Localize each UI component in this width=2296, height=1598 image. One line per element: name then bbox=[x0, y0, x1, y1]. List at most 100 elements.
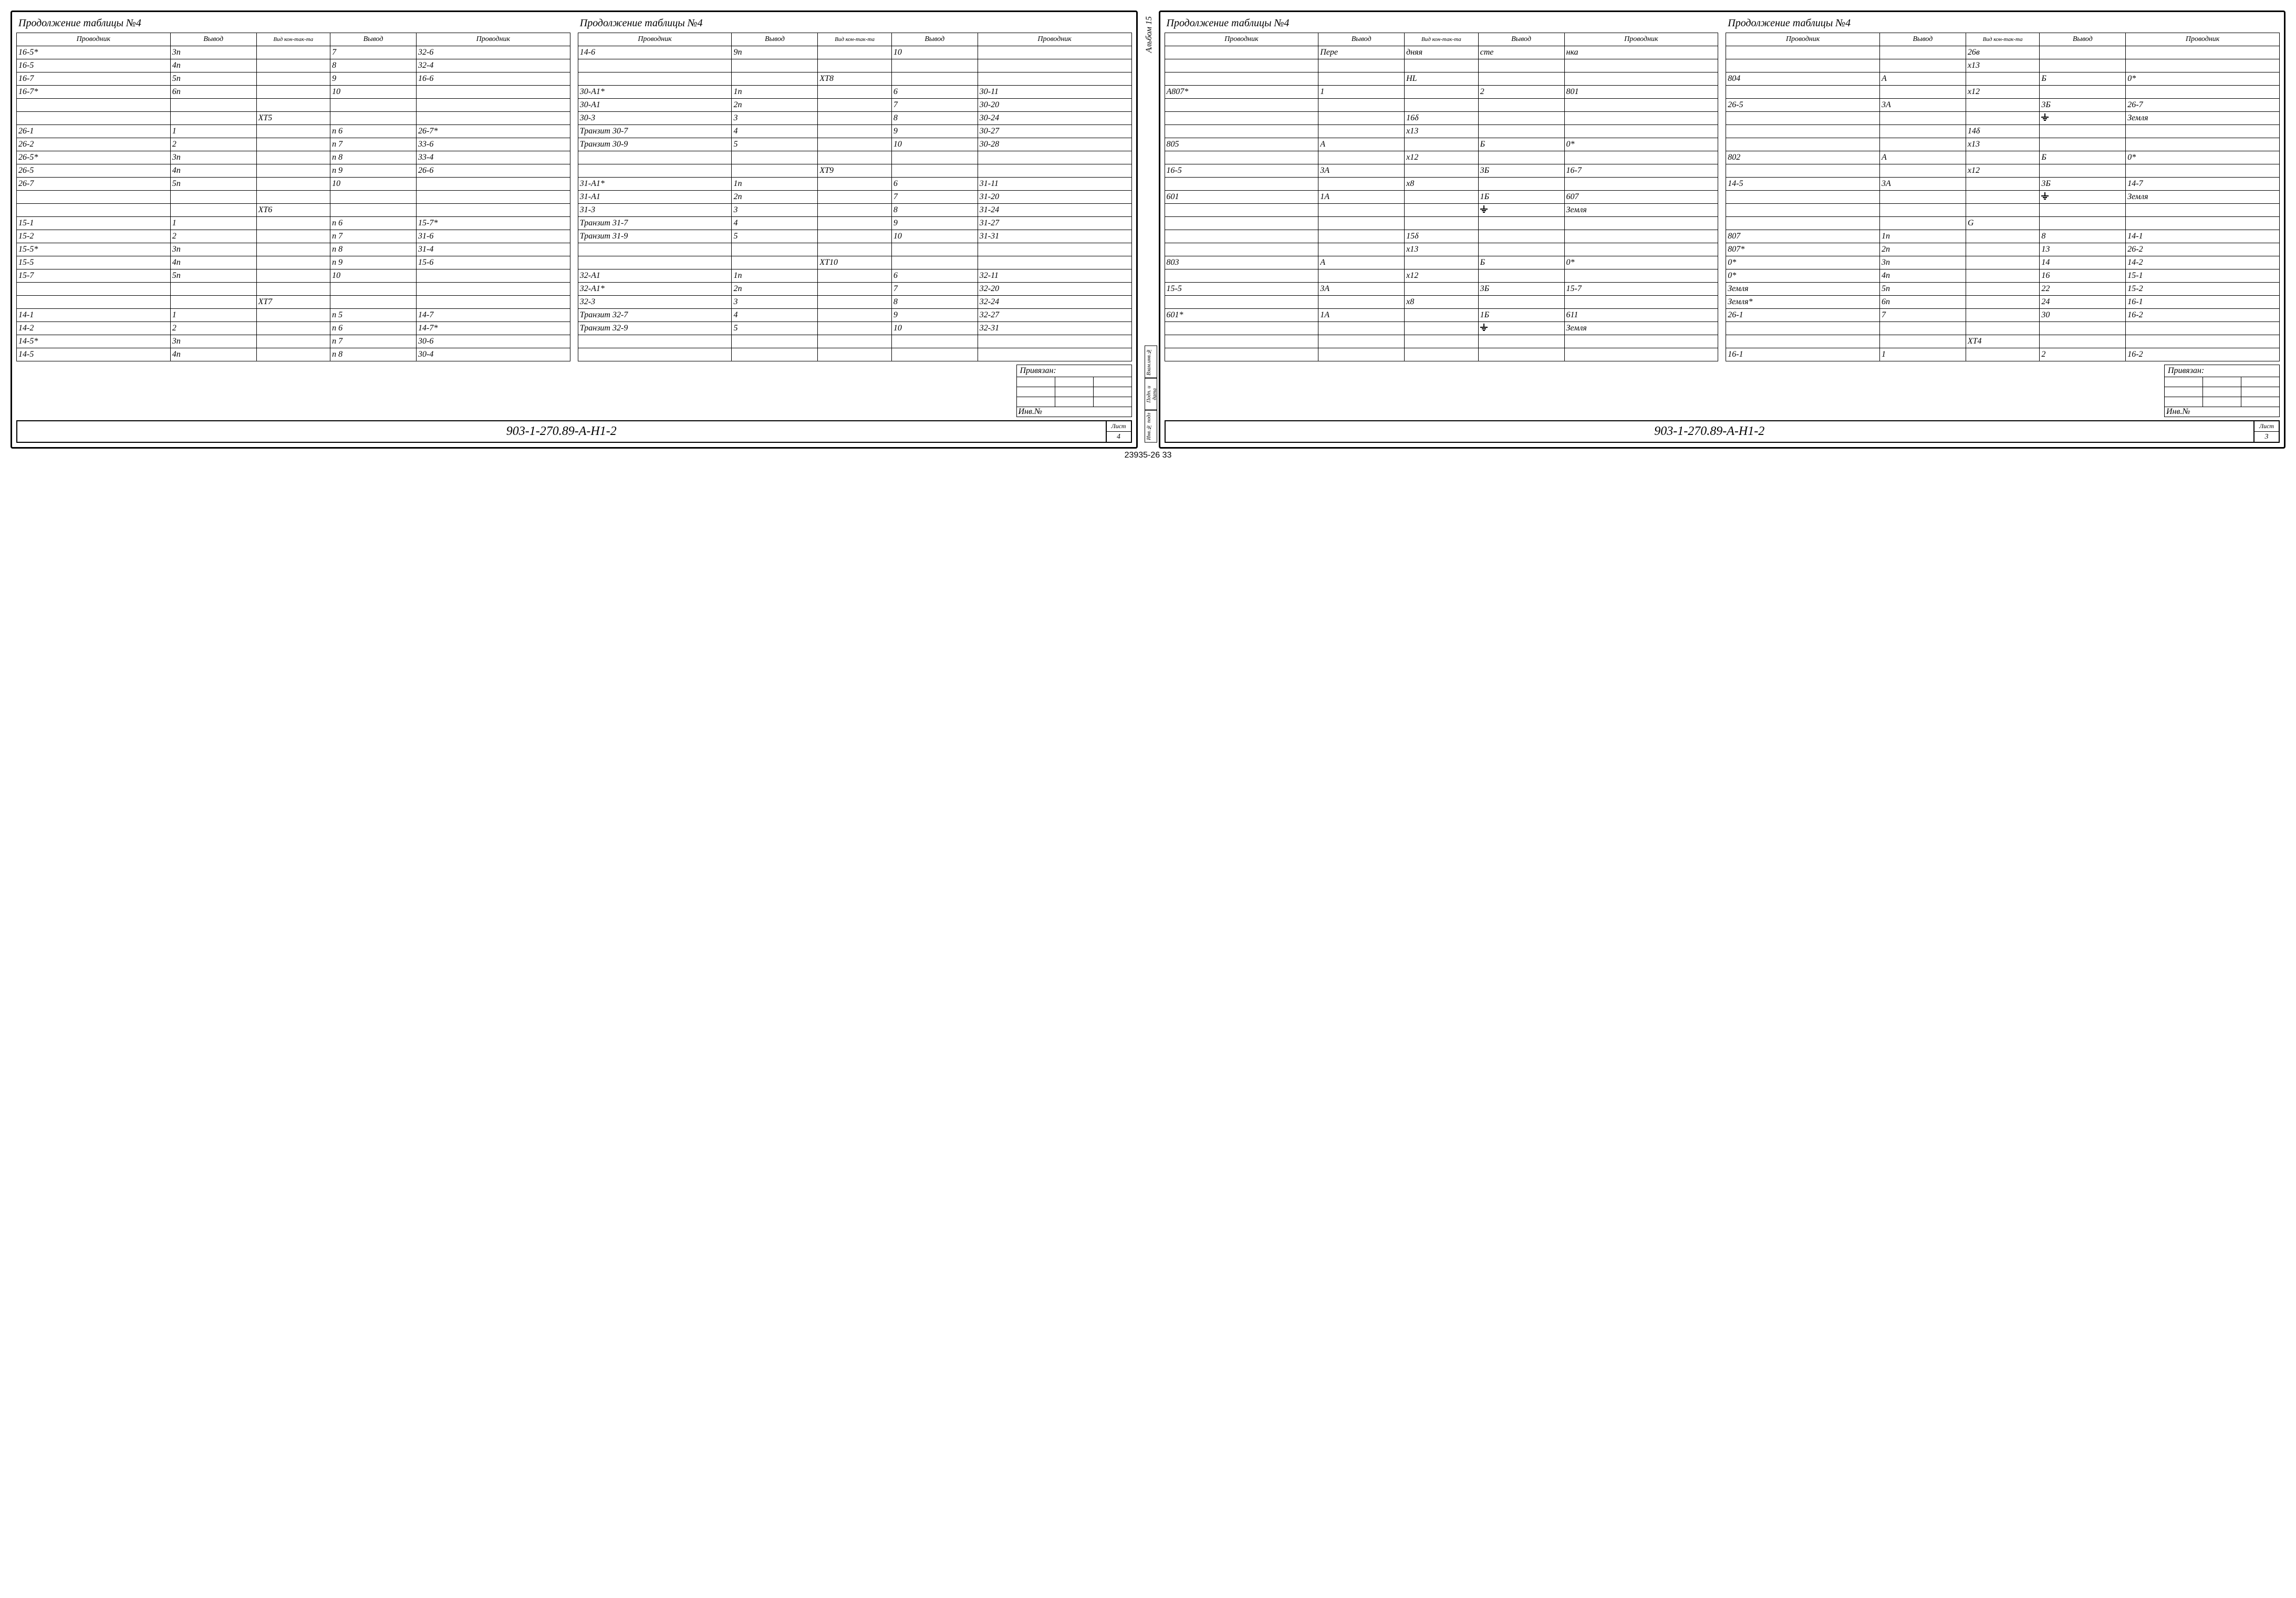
table-cell: ХТ4 bbox=[1966, 335, 2039, 348]
table-cell bbox=[1879, 46, 1966, 59]
table-cell: А bbox=[1879, 151, 1966, 164]
table-cell: 31-11 bbox=[978, 178, 1131, 191]
table-cell: п 7 bbox=[330, 230, 417, 243]
table-cell: Земля bbox=[1564, 322, 1718, 335]
table-cell: 16-7* bbox=[17, 86, 171, 99]
table-cell bbox=[1879, 86, 1966, 99]
binding-box: Привязан:Инв.№ bbox=[1016, 365, 1132, 417]
table-cell: ХТ5 bbox=[256, 112, 330, 125]
table-cell bbox=[17, 191, 171, 204]
column-header: Вывод bbox=[330, 33, 417, 46]
table-cell bbox=[1726, 112, 1880, 125]
table-cell: 16-1 bbox=[1726, 348, 1880, 361]
table-cell bbox=[732, 348, 818, 361]
table-cell: 15-7* bbox=[417, 217, 570, 230]
table-cell: 2 bbox=[1478, 86, 1564, 99]
table-cell: 807* bbox=[1726, 243, 1880, 256]
table-cell bbox=[1478, 243, 1564, 256]
table-cell bbox=[1564, 99, 1718, 112]
table-cell bbox=[2126, 86, 2280, 99]
table-cell: 31-31 bbox=[978, 230, 1131, 243]
table-cell: 26-1 bbox=[1726, 309, 1880, 322]
table-row: 26-54пп 926-6 bbox=[17, 164, 570, 178]
table-cell: 9 bbox=[891, 125, 978, 138]
column-header: Вывод bbox=[1478, 33, 1564, 46]
table-cell: 805 bbox=[1165, 138, 1318, 151]
column-header: Проводник bbox=[578, 33, 732, 46]
table-cell: 16-7 bbox=[17, 72, 171, 86]
table-row bbox=[1165, 217, 1718, 230]
table-cell: 3А bbox=[1879, 99, 1966, 112]
binding-title: Привязан: bbox=[2164, 365, 2280, 377]
table-cell: 30-3 bbox=[578, 112, 732, 125]
print-footer: 23935-26 33 bbox=[11, 451, 2285, 460]
table-cell bbox=[1879, 59, 1966, 72]
table-cell bbox=[891, 164, 978, 178]
binding-cell bbox=[2203, 377, 2241, 387]
table-cell bbox=[1966, 99, 2039, 112]
table-cell: 10 bbox=[330, 86, 417, 99]
table-cell bbox=[978, 348, 1131, 361]
table-cell: 10 bbox=[330, 178, 417, 191]
table-cell bbox=[1726, 335, 1880, 348]
table-cell bbox=[1726, 204, 1880, 217]
table-cell: х13 bbox=[1405, 125, 1478, 138]
binding-cell bbox=[1093, 387, 1131, 397]
table-cell: 3п bbox=[170, 243, 256, 256]
ground-icon bbox=[1480, 324, 1488, 331]
table-cell bbox=[256, 348, 330, 361]
table-row bbox=[1165, 335, 1718, 348]
table-cell bbox=[978, 72, 1131, 86]
table-row: 26-5*3пп 833-4 bbox=[17, 151, 570, 164]
table-row: 14-69п10 bbox=[578, 46, 1131, 59]
sheet-number: 4 bbox=[1107, 432, 1131, 442]
table-cell: 1 bbox=[170, 309, 256, 322]
table-cell: 1п bbox=[732, 269, 818, 283]
table-caption: Продолжение таблицы №4 bbox=[1165, 16, 1719, 33]
table-row: Земля bbox=[1726, 112, 2280, 125]
table-cell bbox=[818, 348, 891, 361]
table-cell bbox=[1966, 72, 2039, 86]
table-cell: 8 bbox=[891, 112, 978, 125]
table-cell bbox=[17, 204, 171, 217]
side-stamp: Инв.№ подлПодп. и датаВзам.инв.№ bbox=[1145, 346, 1157, 443]
table-cell: 10 bbox=[891, 230, 978, 243]
table-cell bbox=[732, 256, 818, 269]
table-cell bbox=[1405, 309, 1478, 322]
table-cell: ХТ6 bbox=[256, 204, 330, 217]
table-cell bbox=[578, 348, 732, 361]
table-cell bbox=[1165, 204, 1318, 217]
table-cell bbox=[417, 112, 570, 125]
table-cell: G bbox=[1966, 217, 2039, 230]
table-cell bbox=[578, 256, 732, 269]
table-cell bbox=[256, 86, 330, 99]
table-row: 31-33831-24 bbox=[578, 204, 1131, 217]
table-cell bbox=[1318, 112, 1405, 125]
table-cell: HL bbox=[1405, 72, 1478, 86]
table-cell bbox=[978, 59, 1131, 72]
table-cell bbox=[1564, 72, 1718, 86]
table-row: х13 bbox=[1726, 138, 2280, 151]
ground-icon bbox=[1480, 205, 1488, 213]
table-cell: 33-4 bbox=[417, 151, 570, 164]
table-cell bbox=[1478, 59, 1564, 72]
table-cell: 4 bbox=[732, 309, 818, 322]
table-row: х13 bbox=[1165, 125, 1718, 138]
table-cell: 14-7* bbox=[417, 322, 570, 335]
column-header: Проводник bbox=[1165, 33, 1318, 46]
table-cell: п 7 bbox=[330, 138, 417, 151]
title-block: 903-1-270.89-А-Н1-2Лист3 bbox=[1165, 420, 2280, 443]
table-cell: 32-6 bbox=[417, 46, 570, 59]
table-cell: 8 bbox=[891, 296, 978, 309]
table-cell: 4п bbox=[170, 59, 256, 72]
table-row: ХТ4 bbox=[1726, 335, 2280, 348]
table-cell bbox=[1405, 99, 1478, 112]
table-cell bbox=[256, 256, 330, 269]
table-row: 16-7*6п10 bbox=[17, 86, 570, 99]
table-cell bbox=[1478, 99, 1564, 112]
table-cell bbox=[170, 283, 256, 296]
column-header: Проводник bbox=[17, 33, 171, 46]
table-cell bbox=[1726, 59, 1880, 72]
table-cell: 601* bbox=[1165, 309, 1318, 322]
table-cell: 14-7 bbox=[2126, 178, 2280, 191]
